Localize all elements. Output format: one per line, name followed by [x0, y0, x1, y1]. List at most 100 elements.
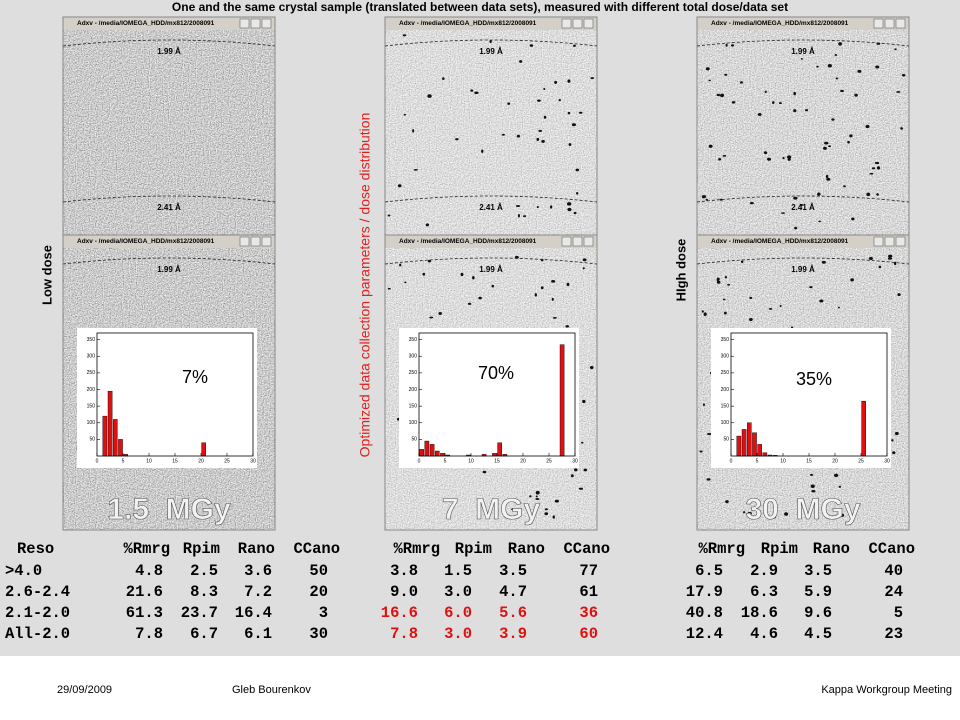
window-title: Adxv - /media/IOMEGA_HDD/mx812/2008091 [711, 238, 849, 245]
resolution-ring [62, 257, 276, 265]
table-cell: 2.9 [750, 562, 778, 580]
histogram-bar [201, 442, 206, 457]
table-header: Reso [17, 540, 54, 558]
image-tint [385, 30, 597, 237]
diffraction-spot [901, 74, 906, 77]
table-cell: 3.8 [390, 562, 418, 580]
diffraction-spot [568, 143, 572, 146]
histogram-bar [747, 422, 752, 457]
table-cell: 4.5 [804, 625, 832, 643]
table-cell: 6.3 [750, 583, 778, 601]
window-title-bar [63, 235, 275, 248]
diffraction-spot [720, 93, 725, 98]
table-cell: 12.4 [686, 625, 723, 643]
histogram-bar [736, 435, 742, 457]
x-tick-label: 30 [250, 458, 256, 464]
diffraction-spot [799, 203, 804, 206]
y-tick-label: 300 [87, 354, 96, 360]
table-cell: 30 [309, 625, 328, 643]
window-button [873, 236, 884, 247]
diffraction-spot [399, 263, 402, 267]
table-cell: 23.7 [181, 604, 218, 622]
diffraction-spot [566, 282, 570, 287]
resolution-label: 1.99 Å [479, 47, 503, 56]
diffraction-spot [565, 325, 570, 328]
table-cell: 1.5 [444, 562, 472, 580]
window-button [572, 18, 583, 29]
diffraction-spot [876, 166, 881, 170]
histogram-bar [757, 444, 762, 457]
x-tick-label: 15 [494, 458, 500, 464]
diffraction-spot [583, 468, 588, 472]
resolution-ring [696, 195, 910, 203]
diffraction-spot [851, 217, 855, 221]
table-header: %Rmrg [698, 540, 745, 558]
y-tick-label: 150 [721, 403, 730, 409]
diffraction-spot [875, 65, 880, 69]
footer-author: Gleb Bourenkov [232, 684, 311, 696]
diffraction-spot [412, 129, 415, 133]
diffraction-spot [843, 185, 846, 188]
diffraction-spot [491, 284, 495, 288]
diffraction-spot [784, 512, 789, 516]
y-tick-label: 350 [409, 337, 418, 343]
table-header: Rpim [455, 540, 492, 558]
diffraction-spot [874, 161, 880, 165]
diffraction-spot [716, 93, 721, 97]
diffraction-spot [699, 450, 703, 453]
diffraction-spot [567, 207, 572, 212]
table-cell: 21.6 [126, 583, 163, 601]
diffraction-spot [507, 102, 511, 105]
diffraction-spot [581, 441, 584, 444]
window-frame [696, 234, 910, 531]
table-cell: 6.0 [444, 604, 472, 622]
diffraction-spot [834, 473, 839, 478]
table-cell: 3.5 [804, 562, 832, 580]
diffraction-spot [575, 168, 580, 172]
y-tick-label: 300 [721, 354, 730, 360]
diffraction-spot [888, 254, 893, 258]
y-tick-label: 250 [721, 370, 730, 376]
window-title-bar [63, 17, 275, 30]
table-cell: 61 [579, 583, 598, 601]
table-cell: 4.6 [750, 625, 778, 643]
diffraction-spot [722, 154, 727, 157]
y-tick-label: 50 [723, 437, 729, 443]
histogram-bar [497, 442, 502, 457]
diffraction-spot [826, 177, 831, 181]
diffraction-spot [534, 293, 537, 297]
diffraction-spot [722, 298, 726, 301]
footer-date: 29/09/2009 [57, 684, 112, 696]
table-cell: 3.5 [499, 562, 527, 580]
image-area [385, 30, 597, 237]
table-cell: 5.9 [804, 583, 832, 601]
diffraction-spot [541, 139, 545, 143]
table-cell: 18.6 [741, 604, 778, 622]
diffraction-spot [582, 267, 585, 270]
diffraction-spot [739, 81, 743, 84]
diffraction-spot [811, 489, 816, 493]
window-title: Adxv - /media/IOMEGA_HDD/mx812/2008091 [711, 20, 849, 27]
diffraction-spot [747, 511, 752, 515]
resolution-ring [696, 39, 910, 47]
resolution-label: 1.99 Å [157, 47, 181, 56]
diffraction-spot [540, 286, 544, 290]
diffraction-spot [897, 293, 901, 297]
diffraction-spot [749, 317, 753, 322]
x-tick-label: 0 [418, 458, 421, 464]
footer-event: Kappa Workgroup Meeting [821, 684, 952, 696]
dose-label: 30 MGy [745, 493, 860, 526]
diffraction-spot [800, 58, 803, 60]
histogram-bar [559, 344, 565, 457]
table-header: %Rmrg [123, 540, 170, 558]
diffraction-spot [402, 34, 407, 37]
diffraction-spot [847, 140, 850, 144]
table-cell: 50 [309, 562, 328, 580]
diffraction-spot [794, 226, 798, 230]
diffraction-spot [425, 223, 430, 227]
diffraction-spot [551, 280, 556, 283]
histogram-bar [429, 444, 435, 457]
table-header: Rpim [183, 540, 220, 558]
window-button [239, 18, 250, 29]
table-cell: 2.1-2.0 [5, 604, 70, 622]
